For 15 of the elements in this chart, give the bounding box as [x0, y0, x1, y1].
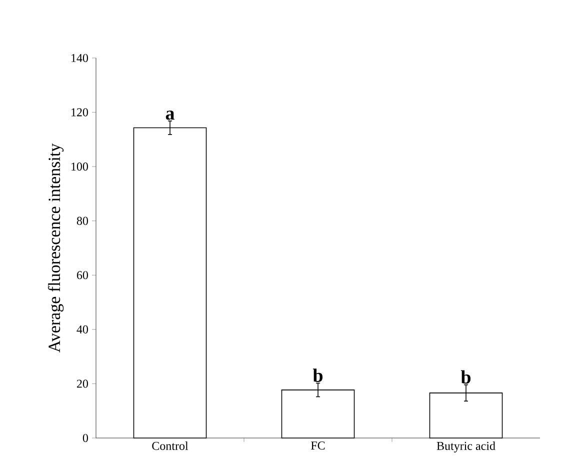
y-tick-label: 80: [76, 216, 88, 225]
y-tick-label: 20: [77, 380, 88, 388]
annotation: b: [312, 368, 323, 382]
annotation: b: [460, 370, 471, 384]
annotation: a: [166, 110, 174, 120]
y-tick-label: 140: [72, 54, 88, 62]
y-tick-label: 120: [72, 108, 88, 116]
x-tick-label: Butyric acid: [436, 442, 496, 452]
x-tick-label: FC: [311, 442, 325, 450]
y-tick-label: 100: [72, 162, 88, 171]
y-tick-label: 40: [76, 325, 88, 334]
y-tick-label: 0: [82, 434, 88, 442]
y-tick-label: 60: [76, 271, 88, 280]
x-tick-label: Control: [152, 442, 188, 450]
y-axis-title: Average fluorescence intensity: [48, 143, 64, 352]
